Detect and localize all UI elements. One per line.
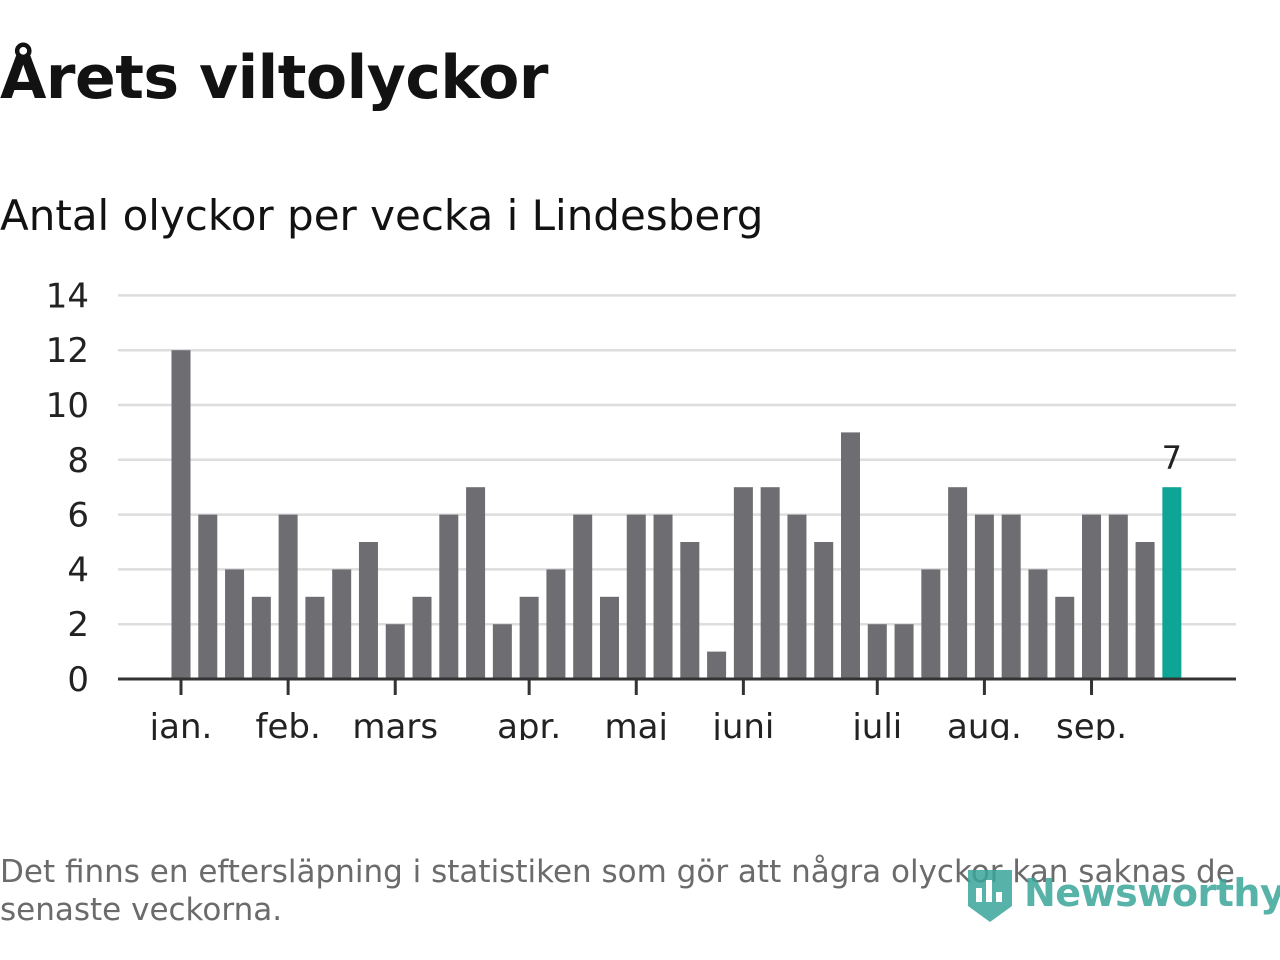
footnote: Det finns en eftersläpning i statistiken… [0,854,1235,928]
bar [733,487,753,679]
bar [198,514,218,679]
bar [814,542,834,679]
bar [1001,514,1021,679]
x-tick-label: mars [352,707,438,740]
y-axis-ticks: 0 2 4 6 8 10 12 14 [46,276,89,700]
bar [573,514,593,679]
y-tick-label: 10 [46,386,89,426]
data-label-last-week: 7 [1162,439,1182,477]
y-tick-label: 6 [67,496,89,536]
y-tick-label: 4 [67,550,89,590]
bar [626,514,646,679]
bar [921,569,941,679]
bar [439,514,459,679]
bar [278,514,298,679]
bar [760,487,780,679]
bar [332,569,352,679]
x-tick-label: feb. [255,707,320,740]
x-tick-label: maj [605,707,668,740]
bar [1108,514,1128,679]
bar [867,624,887,679]
bar [707,651,727,679]
bar [412,596,432,679]
x-tick-label: juli [851,707,902,740]
bar [466,487,486,679]
x-tick-label: juni [711,707,774,740]
chart-title: Årets viltolyckor [0,43,549,113]
bar-highlighted [1162,487,1182,679]
bar [385,624,405,679]
bar [1055,596,1075,679]
bar [492,624,512,679]
newsworthy-logo-icon [968,870,1012,922]
bar [653,514,673,679]
newsworthy-logo-text: Newsworthy [1024,871,1280,915]
newsworthy-logo: Newsworthy [964,862,1280,924]
x-tick-label: jan. [149,707,213,740]
bar [680,542,700,679]
bar [894,624,914,679]
data-labels: 7 [1162,439,1182,477]
y-tick-label: 14 [46,276,89,316]
bar [225,569,245,679]
bar [974,514,994,679]
bar [787,514,807,679]
bar [1082,514,1102,679]
bar [841,432,860,679]
y-tick-label: 8 [67,441,89,481]
bars [171,350,1182,679]
bar [251,596,271,679]
x-tick-label: sep. [1056,707,1127,740]
y-tick-label: 12 [46,331,89,371]
x-tick-label: apr. [497,707,561,740]
bar [546,569,566,679]
bar-chart: 0 2 4 6 8 10 12 14 jan. feb. mars apr. maj juni juli a… [46,276,1236,740]
chart-subtitle: Antal olyckor per vecka i Lindesberg [0,191,764,240]
bar [1135,542,1155,679]
x-tick-label: aug. [947,707,1022,740]
bar [519,596,539,679]
bar [171,350,191,679]
grid-lines [118,294,1236,626]
bar [358,542,378,679]
bar [599,596,619,679]
bar [948,487,968,679]
bar [305,596,325,679]
bar [1028,569,1048,679]
y-tick-label: 0 [67,660,89,700]
x-axis-ticks: jan. feb. mars apr. maj juni juli aug. sep. [149,679,1127,740]
y-tick-label: 2 [67,605,89,645]
